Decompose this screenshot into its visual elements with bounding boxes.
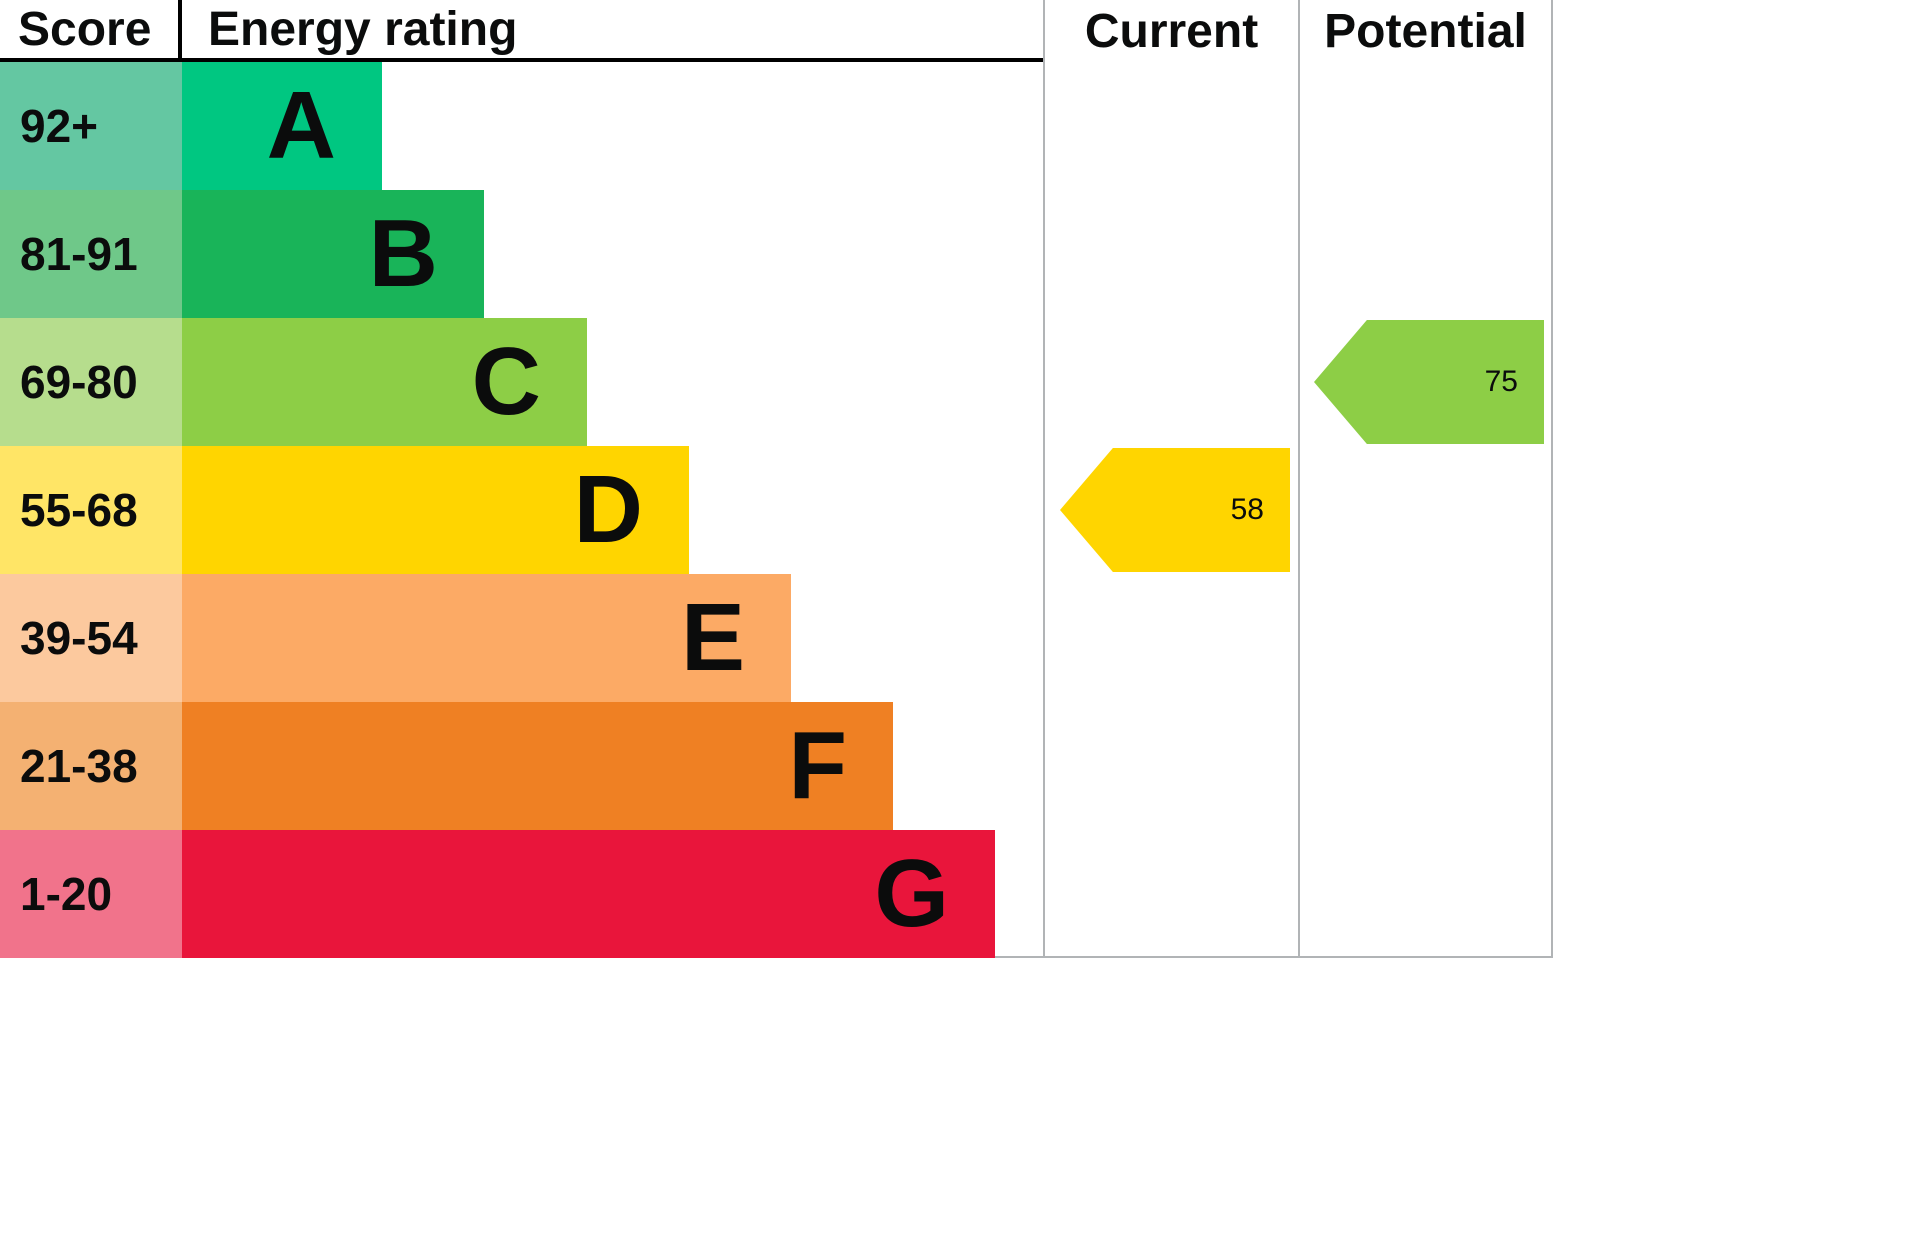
rating-letter-g: G: [874, 840, 949, 947]
score-range-g: 1-20: [0, 830, 182, 958]
current-rating-value: 58: [1230, 493, 1264, 526]
chart-body: 92+ A 81-91 B 69-80 C 55-68 D 39-54 E 21…: [0, 62, 1553, 958]
column-divider: [1298, 62, 1300, 956]
energy-rating-column-header: Energy rating: [208, 2, 518, 56]
current-column-header: Current: [1043, 0, 1298, 62]
rating-letter-d: D: [573, 456, 643, 563]
rating-bar-b: B: [182, 190, 484, 318]
band-row-e: 39-54 E: [0, 574, 1553, 702]
band-row-g: 1-20 G: [0, 830, 1553, 958]
column-divider: [1551, 62, 1553, 956]
rating-bar-g: G: [182, 830, 995, 958]
rating-bar-f: F: [182, 702, 893, 830]
band-row-b: 81-91 B: [0, 190, 1553, 318]
rating-bar-d: D: [182, 446, 689, 574]
rating-letter-b: B: [368, 200, 438, 307]
score-range-d: 55-68: [0, 446, 182, 574]
potential-column-header: Potential: [1298, 0, 1553, 62]
rating-letter-f: F: [788, 712, 847, 819]
rating-letter-c: C: [471, 328, 541, 435]
rating-bar-e: E: [182, 574, 791, 702]
rating-bar-c: C: [182, 318, 587, 446]
rating-letter-a: A: [266, 72, 336, 179]
band-row-a: 92+ A: [0, 62, 1553, 190]
potential-rating-arrow: 75: [1314, 320, 1544, 444]
potential-rating-value: 75: [1484, 365, 1518, 398]
current-rating-arrow: 58: [1060, 448, 1290, 572]
band-row-f: 21-38 F: [0, 702, 1553, 830]
chart-header-left: Score Energy rating: [0, 0, 1043, 62]
score-column-header: Score: [0, 0, 182, 58]
band-row-c: 69-80 C: [0, 318, 1553, 446]
score-range-f: 21-38: [0, 702, 182, 830]
rating-letter-e: E: [680, 584, 745, 691]
chart-header: Score Energy rating Current Potential: [0, 0, 1920, 62]
score-range-a: 92+: [0, 62, 182, 190]
score-range-b: 81-91: [0, 190, 182, 318]
column-divider: [1043, 62, 1045, 956]
score-range-e: 39-54: [0, 574, 182, 702]
score-range-c: 69-80: [0, 318, 182, 446]
rating-bar-a: A: [182, 62, 382, 190]
band-row-d: 55-68 D: [0, 446, 1553, 574]
